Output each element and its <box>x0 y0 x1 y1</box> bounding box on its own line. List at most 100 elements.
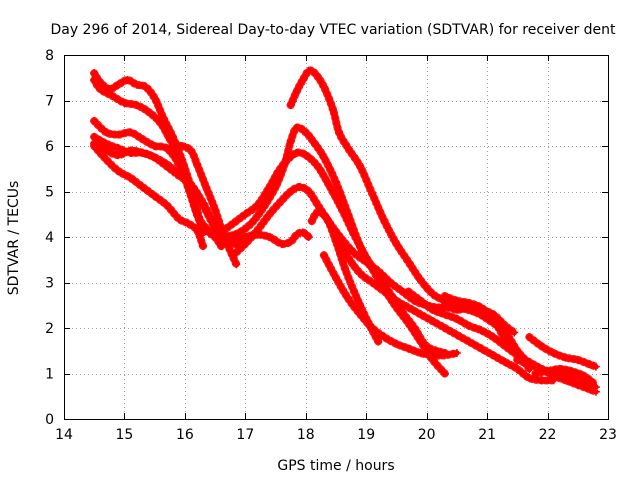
data-point <box>90 142 99 150</box>
data-point <box>232 260 241 269</box>
data-point <box>277 196 286 205</box>
data-point <box>150 94 159 103</box>
data-point <box>368 324 377 332</box>
y-tick-labels: 0 1 2 3 4 5 6 7 8 <box>45 48 54 428</box>
data-point <box>356 242 365 251</box>
data-point <box>183 219 192 228</box>
data-point <box>416 349 425 358</box>
data-point <box>464 337 473 346</box>
data-point <box>319 82 328 91</box>
data-point <box>286 237 295 246</box>
data-point <box>292 148 301 157</box>
data-point <box>428 351 437 360</box>
data-point <box>253 230 262 239</box>
data-point <box>452 305 461 314</box>
data-point <box>573 376 582 385</box>
data-point <box>513 349 522 358</box>
series-markers-s12 <box>286 66 498 319</box>
data-point <box>452 330 461 339</box>
data-point <box>304 233 313 241</box>
data-point <box>168 142 177 150</box>
data-point <box>356 269 365 278</box>
data-point <box>464 321 473 330</box>
data-point <box>174 160 183 169</box>
data-point <box>271 182 280 191</box>
series-line-s12 <box>287 67 496 318</box>
y-axis-label: SDTVAR / TECUs <box>6 181 22 296</box>
data-point <box>501 335 510 344</box>
data-point <box>579 371 588 380</box>
data-point <box>591 362 600 371</box>
data-point <box>304 66 313 75</box>
data-point <box>386 278 395 287</box>
data-point <box>199 223 208 232</box>
data-point <box>162 162 171 171</box>
data-point <box>368 278 377 287</box>
data-point <box>301 151 310 160</box>
data-point <box>126 128 135 137</box>
data-point <box>332 273 340 282</box>
data-point <box>199 198 208 207</box>
data-point <box>525 360 534 369</box>
data-point <box>374 267 383 276</box>
data-point <box>286 187 295 196</box>
data-point <box>150 192 159 201</box>
data-point <box>126 173 135 182</box>
data-point <box>440 292 449 301</box>
data-point <box>313 162 322 171</box>
data-point <box>464 303 473 312</box>
data-point <box>392 239 401 248</box>
data-point <box>531 369 540 378</box>
data-point <box>416 310 425 319</box>
data-point <box>177 142 186 150</box>
data-point <box>292 230 301 239</box>
data-point <box>344 210 353 219</box>
data-point <box>356 162 365 171</box>
data-point <box>90 76 99 85</box>
data-point <box>126 146 135 155</box>
y-tick-label: 0 <box>45 412 54 428</box>
data-point <box>380 217 389 226</box>
data-point <box>588 378 597 387</box>
data-point <box>241 233 250 241</box>
data-point <box>253 201 262 210</box>
data-point <box>150 153 159 162</box>
data-point <box>114 130 123 139</box>
data-point <box>350 287 359 296</box>
data-point <box>452 349 461 358</box>
data-point <box>138 182 147 191</box>
data-point <box>192 160 201 169</box>
data-point <box>310 139 319 148</box>
data-point <box>102 146 111 155</box>
data-point <box>165 135 174 144</box>
series-layer <box>90 66 600 396</box>
data-point <box>440 351 449 360</box>
data-point <box>440 310 449 319</box>
data-point <box>150 142 159 150</box>
data-point <box>440 369 449 378</box>
data-point <box>192 210 201 219</box>
x-tick-label: 19 <box>357 427 375 443</box>
data-point <box>313 207 322 216</box>
data-point <box>513 355 522 364</box>
data-point <box>392 296 401 305</box>
data-point <box>543 367 552 376</box>
data-point <box>138 148 147 157</box>
data-point <box>90 69 99 78</box>
data-point <box>162 201 171 210</box>
y-tick-label: 3 <box>45 276 54 292</box>
data-point <box>404 319 413 328</box>
data-point <box>404 303 413 312</box>
data-point <box>141 82 150 91</box>
series-markers-s6 <box>90 142 207 251</box>
y-tick-label: 2 <box>45 321 54 337</box>
data-point <box>344 144 353 153</box>
data-point <box>156 119 165 128</box>
ticks <box>64 55 609 420</box>
data-point <box>292 123 301 132</box>
data-point <box>310 69 319 78</box>
data-point <box>452 296 461 305</box>
data-point <box>162 144 171 153</box>
data-point <box>416 296 425 305</box>
data-point <box>247 219 256 228</box>
